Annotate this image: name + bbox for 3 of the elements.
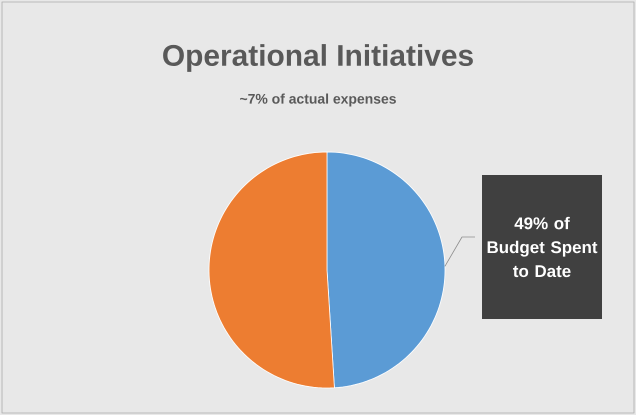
chart-subtitle: ~7% of actual expenses bbox=[240, 93, 396, 106]
data-label: 49% of Budget Spent to Date bbox=[488, 216, 598, 278]
chart-title: Operational Initiatives bbox=[163, 44, 473, 72]
